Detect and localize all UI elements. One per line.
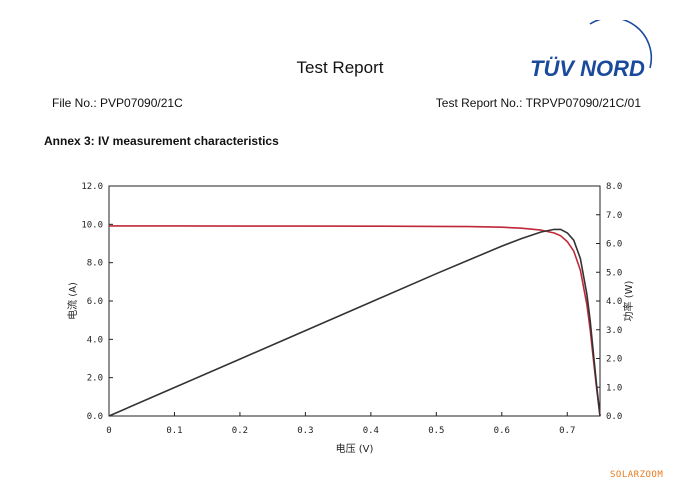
x-tick-label: 0.7 bbox=[559, 426, 575, 436]
x-tick-label: 0.4 bbox=[363, 426, 379, 436]
y-right-tick-label: 7.0 bbox=[606, 211, 622, 221]
current-curve bbox=[109, 225, 601, 417]
logo-text: TÜV NORD bbox=[530, 56, 645, 81]
tuv-nord-logo: TÜV NORD bbox=[530, 20, 653, 81]
x-axis-label: 电压 (V) bbox=[336, 442, 374, 455]
x-tick-label: 0.3 bbox=[297, 426, 313, 436]
report-number: Test Report No.: TRPVP07090/21C/01 bbox=[435, 96, 641, 110]
y-right-tick-label: 8.0 bbox=[606, 182, 622, 192]
y-left-tick-label: 12.0 bbox=[81, 182, 103, 192]
plot-frame bbox=[108, 185, 601, 417]
y-right-tick-label: 0.0 bbox=[606, 412, 622, 422]
y-right-tick-label: 1.0 bbox=[606, 383, 622, 393]
file-number: File No.: PVP07090/21C bbox=[52, 96, 183, 110]
y-left-tick-label: 8.0 bbox=[87, 259, 103, 269]
report-title: Test Report bbox=[296, 58, 384, 77]
logo-arc bbox=[589, 20, 653, 69]
y-left-tick-label: 6.0 bbox=[87, 297, 103, 307]
y-left-axis-label: 电流 (A) bbox=[66, 282, 79, 320]
x-tick-label: 0.2 bbox=[232, 426, 248, 436]
y-right-tick-label: 4.0 bbox=[606, 297, 622, 307]
y-right-tick-label: 5.0 bbox=[606, 268, 622, 278]
x-tick-label: 0.5 bbox=[428, 426, 444, 436]
x-tick-label: 0 bbox=[106, 426, 111, 436]
x-tick-label: 0.1 bbox=[166, 426, 182, 436]
watermark: SOLARZOOM bbox=[610, 470, 664, 480]
x-tick-label: 0.6 bbox=[494, 426, 510, 436]
y-right-tick-label: 3.0 bbox=[606, 326, 622, 336]
power-curve bbox=[108, 228, 601, 417]
y-right-tick-label: 2.0 bbox=[606, 355, 622, 365]
y-left-tick-label: 0.0 bbox=[87, 412, 103, 422]
annex-title: Annex 3: IV measurement characteristics bbox=[44, 134, 279, 148]
y-left-tick-label: 10.0 bbox=[81, 220, 103, 230]
y-right-tick-label: 6.0 bbox=[606, 240, 622, 250]
y-left-tick-label: 4.0 bbox=[87, 335, 103, 345]
y-left-tick-label: 2.0 bbox=[87, 374, 103, 384]
y-right-axis-label: 功率 (W) bbox=[622, 280, 635, 321]
